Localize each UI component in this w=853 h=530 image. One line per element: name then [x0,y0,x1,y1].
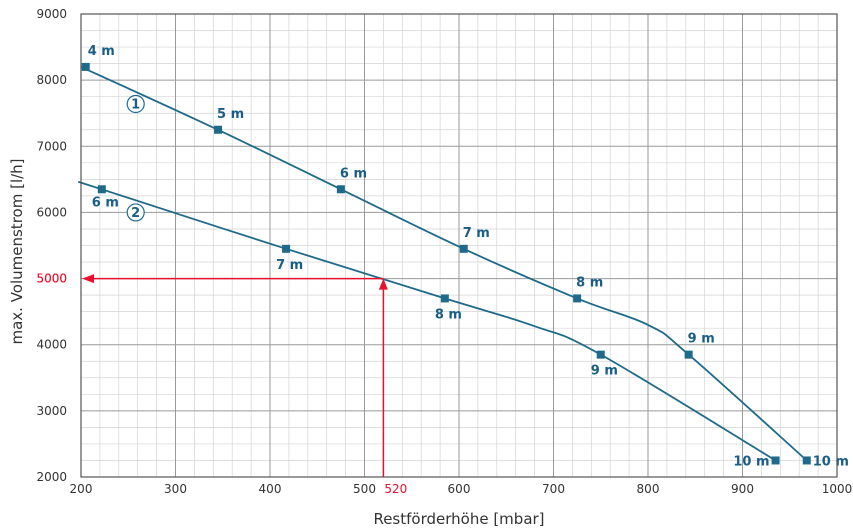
y-tick-label: 8000 [36,73,67,87]
y-tick-label: 3000 [36,404,67,418]
x-tick-label: 600 [448,482,471,496]
series-2-point-label: 10 m [733,454,769,469]
series-1-line [80,66,808,462]
series-2-line [78,181,777,462]
highlight-arrowhead-up [378,278,388,290]
series-2-point-label: 9 m [591,364,618,379]
series-1-point-label: 4 m [88,44,115,59]
x-tick-label: 500 [353,482,376,496]
series-1-marker [802,456,811,465]
x-tick-label: 900 [731,482,754,496]
series-1-point-label: 10 m [813,454,849,469]
x-tick-label: 300 [164,482,187,496]
plot-border [80,13,838,478]
series-1-point-label: 7 m [463,226,490,241]
y-tick-label: 7000 [36,139,67,153]
y-tick-label: 9000 [36,7,67,21]
series-lines [78,66,808,462]
series-1-marker [684,350,693,359]
series-2-point-label: 6 m [92,195,119,210]
series-1-point-label: 5 m [217,107,244,122]
series-1-marker [81,62,90,71]
series-1-marker [573,294,582,303]
series-1-point-label: 8 m [576,275,603,290]
series-markers: 4 m 5 m 6 m 7 m 8 m 9 m 10 m 1 6 m 7 m 8 m 9 m 10 m 2 [81,44,849,469]
y-tick-label: 2000 [36,470,67,484]
plot-frame [80,13,838,478]
x-axis-title: Restförderhöhe [mbar] [373,510,544,528]
highlight-annotation [82,274,388,477]
x-tick-label: 400 [259,482,282,496]
annotation-x-label: 520 [384,482,407,496]
x-tick-label: 200 [70,482,93,496]
series-2-number-badge [126,203,145,222]
y-tick-label: 5000 [36,272,67,286]
series-1-marker [459,244,468,253]
series-2-point-label: 7 m [276,258,303,273]
series-1-number: 1 [131,97,140,112]
y-tick-label: 4000 [36,338,67,352]
y-axis-title: max. Volumenstrom [l/h] [8,158,26,344]
series-2-point-label: 8 m [435,307,462,322]
highlight-arrowhead-left [82,274,94,284]
x-tick-label: 800 [637,482,660,496]
series-1-point-label: 6 m [340,166,367,181]
annotation-y-label: 5000 [36,272,67,286]
series-2-marker [596,350,605,359]
series-1-point-label: 9 m [688,332,715,347]
series-1-number-badge [126,94,145,114]
series-2-marker [282,244,291,253]
series-2-marker [97,185,106,194]
series-2-marker [440,294,449,303]
x-tick-label: 1000 [822,482,853,496]
series-1-marker [214,125,223,134]
series-1-marker [336,185,345,194]
y-tick-label: 6000 [36,205,67,219]
series-2-number: 2 [131,206,140,221]
x-tick-label: 700 [542,482,565,496]
x-tick-labels: 200 300 400 500 600 700 800 900 1000 520 [70,482,853,496]
series-2-marker [771,456,780,465]
